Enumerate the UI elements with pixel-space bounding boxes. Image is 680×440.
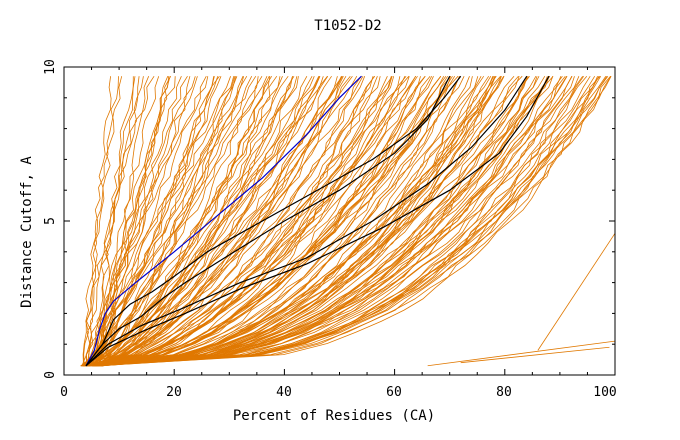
background-series-line bbox=[94, 76, 238, 366]
background-series-line bbox=[86, 75, 566, 367]
background-series-line bbox=[88, 75, 453, 367]
background-series-line bbox=[91, 75, 328, 367]
background-series-line bbox=[93, 75, 608, 367]
background-series-line bbox=[92, 75, 568, 367]
background-series-line bbox=[83, 76, 573, 367]
background-series-line bbox=[87, 75, 393, 367]
series-line-black-model-1 bbox=[85, 75, 462, 367]
background-series-line bbox=[92, 76, 338, 367]
background-series-line bbox=[97, 75, 295, 367]
background-series-line bbox=[88, 76, 268, 366]
background-series-line bbox=[94, 75, 550, 367]
background-series-line bbox=[101, 76, 313, 367]
background-series-line bbox=[94, 76, 406, 367]
background-series-line bbox=[95, 75, 607, 367]
background-series-line bbox=[95, 75, 501, 367]
x-tick-label: 40 bbox=[276, 385, 292, 400]
highlighted-series-group bbox=[85, 75, 550, 367]
background-series-line bbox=[93, 76, 342, 367]
background-series-line bbox=[82, 76, 495, 367]
background-series-line bbox=[101, 76, 343, 367]
background-series-line bbox=[92, 76, 502, 367]
background-series-line bbox=[82, 76, 580, 367]
background-series-line bbox=[98, 76, 315, 367]
background-series-line bbox=[427, 340, 616, 367]
y-axis-label: Distance Cutoff, A bbox=[19, 156, 35, 308]
background-series-line bbox=[81, 76, 209, 366]
background-series-line bbox=[89, 76, 196, 366]
series-line-black-model-4 bbox=[85, 75, 550, 367]
background-series-line bbox=[96, 75, 546, 367]
background-series-line bbox=[85, 75, 530, 367]
background-series-line bbox=[94, 76, 236, 367]
series-line-black-model-3 bbox=[85, 75, 528, 367]
background-series-line bbox=[80, 75, 289, 367]
background-series-line bbox=[94, 75, 519, 367]
x-tick-label: 100 bbox=[593, 385, 616, 400]
axis-ticks bbox=[63, 66, 616, 376]
background-series-line bbox=[92, 76, 299, 367]
background-series-line bbox=[99, 76, 575, 367]
background-series-line bbox=[83, 76, 198, 367]
background-series-line bbox=[88, 75, 505, 367]
series-line-black-model-2 bbox=[85, 75, 451, 367]
background-series-line bbox=[88, 76, 171, 366]
background-series-line bbox=[88, 76, 235, 366]
background-series-line bbox=[87, 76, 554, 367]
background-series-line bbox=[81, 76, 381, 367]
background-series-line bbox=[91, 76, 612, 367]
background-series-line bbox=[88, 76, 548, 367]
background-series-line bbox=[81, 76, 293, 367]
background-series-line bbox=[86, 75, 418, 367]
background-series-line bbox=[97, 76, 378, 367]
background-series-line bbox=[537, 233, 616, 351]
background-series-line bbox=[83, 76, 410, 367]
background-series-line bbox=[100, 76, 421, 367]
background-series-line bbox=[86, 75, 442, 367]
background-series-line bbox=[92, 76, 344, 367]
background-series-line bbox=[99, 75, 347, 367]
x-tick-label: 0 bbox=[60, 385, 68, 400]
background-series-line bbox=[92, 75, 248, 367]
background-series-line bbox=[101, 76, 244, 367]
x-tick-label: 20 bbox=[166, 385, 182, 400]
x-tick-label: 60 bbox=[386, 385, 402, 400]
y-tick-label: 10 bbox=[43, 59, 58, 75]
background-series-line bbox=[95, 76, 140, 366]
background-series-line bbox=[98, 75, 554, 367]
background-series-line bbox=[85, 75, 362, 367]
y-tick-label: 0 bbox=[43, 371, 58, 379]
background-series-line bbox=[88, 75, 376, 367]
background-series-line bbox=[85, 75, 523, 367]
background-series-line bbox=[95, 75, 611, 367]
background-series-line bbox=[100, 76, 283, 367]
background-series-line bbox=[96, 75, 551, 367]
chart-title: T1052-D2 bbox=[314, 18, 381, 34]
series-line-blue-model bbox=[85, 75, 362, 367]
y-tick-label: 5 bbox=[43, 217, 58, 225]
background-series-line bbox=[85, 75, 155, 366]
background-series-line bbox=[81, 75, 263, 367]
background-series-line bbox=[98, 76, 176, 366]
background-series-line bbox=[101, 75, 601, 367]
background-series-line bbox=[460, 346, 610, 364]
background-series-line bbox=[84, 76, 324, 367]
x-tick-label: 80 bbox=[496, 385, 512, 400]
background-series-line bbox=[95, 76, 460, 367]
background-series-line bbox=[86, 76, 520, 367]
x-axis-label: Percent of Residues (CA) bbox=[233, 408, 435, 424]
background-series-line bbox=[81, 76, 540, 367]
background-series-line bbox=[99, 75, 188, 366]
background-series-line bbox=[83, 76, 123, 366]
background-series-line bbox=[90, 75, 588, 367]
background-series-line bbox=[89, 75, 426, 367]
background-series-line bbox=[95, 75, 612, 367]
background-series-line bbox=[94, 75, 596, 367]
background-series-line bbox=[92, 75, 584, 367]
background-series-line bbox=[94, 76, 134, 366]
background-series-line bbox=[91, 76, 573, 367]
